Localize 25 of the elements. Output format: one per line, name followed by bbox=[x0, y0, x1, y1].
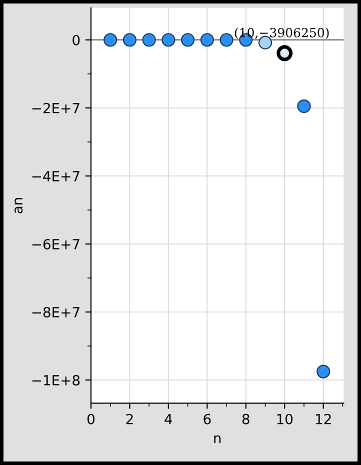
annotation: (10,−3906250) bbox=[234, 28, 329, 40]
point bbox=[180, 33, 195, 47]
y-tick-label: 0 bbox=[72, 34, 80, 46]
x-tick-label: 8 bbox=[242, 414, 250, 424]
point bbox=[122, 33, 137, 47]
y-tick-label: −6E+7 bbox=[32, 238, 80, 250]
x-tick-label: 10 bbox=[277, 414, 293, 424]
point bbox=[297, 99, 311, 114]
point bbox=[200, 33, 214, 47]
y-axis-title: an bbox=[14, 198, 23, 214]
y-tick-label: −2E+7 bbox=[32, 102, 80, 114]
x-tick-label: 6 bbox=[204, 414, 211, 424]
point bbox=[220, 33, 234, 47]
x-axis-title: n bbox=[214, 435, 221, 444]
x-tick-label: 12 bbox=[316, 414, 331, 424]
x-tick-label: 0 bbox=[87, 414, 94, 424]
x-tick-label: 4 bbox=[164, 414, 172, 424]
point bbox=[316, 364, 330, 378]
point bbox=[142, 33, 156, 47]
point bbox=[162, 33, 176, 47]
y-tick-label: −1E+8 bbox=[32, 374, 80, 386]
point bbox=[104, 33, 118, 47]
y-tick-label: −8E+7 bbox=[32, 306, 80, 318]
y-tick-label: −4E+7 bbox=[32, 171, 80, 182]
x-tick-label: 2 bbox=[126, 414, 133, 424]
